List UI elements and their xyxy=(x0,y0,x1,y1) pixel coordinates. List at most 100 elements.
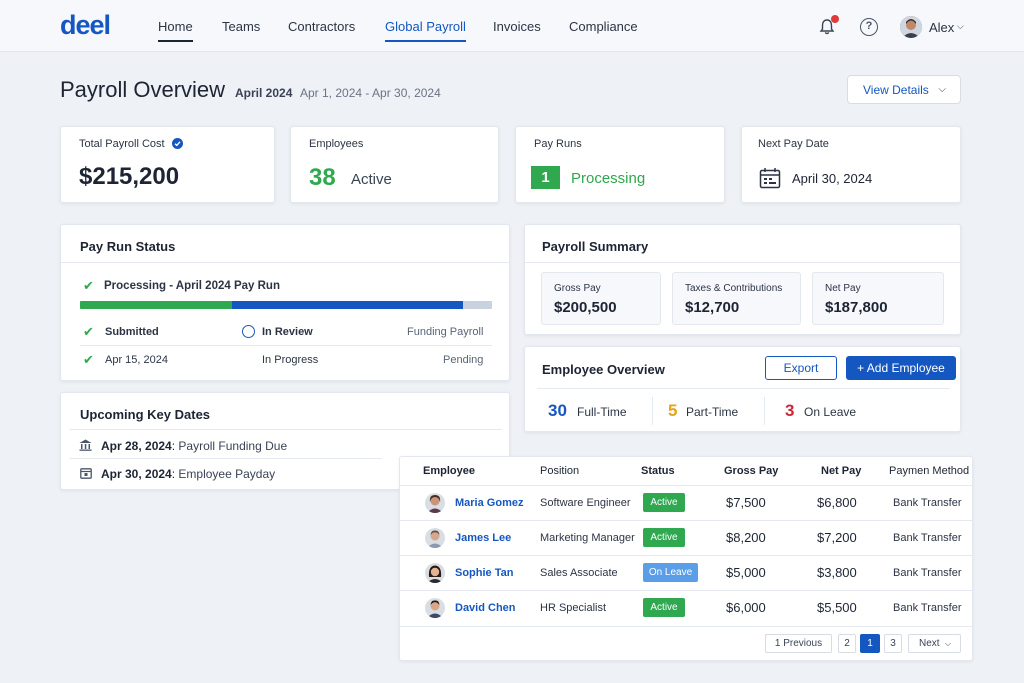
parttime-label: Part-Time xyxy=(686,405,739,419)
progress-current xyxy=(232,301,463,309)
period-range: Apr 1, 2024 - Apr 30, 2024 xyxy=(300,86,441,100)
employee-name[interactable]: Sophie Tan xyxy=(455,567,514,579)
gross-pay: $8,200 xyxy=(726,530,766,545)
status-badge: Active xyxy=(643,598,685,617)
divider xyxy=(400,626,972,627)
view-details-button[interactable]: View Details ⌵ xyxy=(847,75,961,104)
key-date-item[interactable]: Apr 28, 2024: Payroll Funding Due xyxy=(101,439,288,453)
divider xyxy=(652,397,653,425)
next-page-label: Next xyxy=(919,638,940,649)
status-badge: On Leave xyxy=(643,563,698,582)
gross-pay: $6,000 xyxy=(726,600,766,615)
status-badge: Active xyxy=(643,493,685,512)
export-button[interactable]: Export xyxy=(765,356,837,380)
key-date-item[interactable]: Apr 30, 2024: Employee Payday xyxy=(101,467,276,481)
net-pay: $6,800 xyxy=(817,495,857,510)
chevron-down-icon[interactable]: ⌵ xyxy=(957,21,964,31)
employee-overview-card: Employee Overview Export + Add Employee … xyxy=(524,346,961,432)
gross-pay: $7,500 xyxy=(726,495,766,510)
status-badge: Active xyxy=(643,528,685,547)
view-details-label: View Details xyxy=(863,83,929,97)
page-3-button[interactable]: 3 xyxy=(884,634,902,653)
key-date-date: Apr 28, 2024 xyxy=(101,439,172,453)
employees-state: Active xyxy=(351,171,392,188)
previous-page-button[interactable]: 1 Previous xyxy=(765,634,832,653)
parttime-count: 5 xyxy=(668,401,678,420)
nav-home[interactable]: Home xyxy=(158,19,193,42)
progress-complete xyxy=(80,301,232,309)
employee-position: Marketing Manager xyxy=(540,532,635,544)
calendar-icon xyxy=(759,168,781,189)
key-date-label: Payroll Funding Due xyxy=(178,439,288,453)
table-row[interactable]: Sophie Tan Sales Associate On Leave $5,0… xyxy=(400,555,972,590)
gross-pay-box: Gross Pay $200,500 xyxy=(541,272,661,325)
table-row[interactable]: James Lee Marketing Manager Active $8,20… xyxy=(400,520,972,555)
deel-logo[interactable]: deel xyxy=(60,10,111,40)
bank-icon xyxy=(79,439,92,451)
nav-global-payroll[interactable]: Global Payroll xyxy=(385,19,466,42)
total-payroll-cost-card: Total Payroll Cost $215,200 xyxy=(60,126,275,203)
total-cost-label: Total Payroll Cost xyxy=(79,138,165,150)
page-1-button[interactable]: 1 xyxy=(860,634,880,653)
page-2-button[interactable]: 2 xyxy=(838,634,856,653)
table-row[interactable]: Maria Gomez Software Engineer Active $7,… xyxy=(400,485,972,520)
employee-position: Software Engineer xyxy=(540,497,631,509)
net-pay-value: $187,800 xyxy=(825,299,888,316)
pay-run-status-card: Pay Run Status ✔ Processing - April 2024… xyxy=(60,224,510,381)
leave-count: 3 xyxy=(785,401,795,420)
verified-icon xyxy=(172,138,183,149)
card-header xyxy=(61,225,509,263)
nav-contractors[interactable]: Contractors xyxy=(288,19,356,34)
pay-runs-count: 1 xyxy=(531,166,560,189)
employees-count: 38 xyxy=(309,164,336,191)
employee-name[interactable]: James Lee xyxy=(455,532,512,544)
next-pay-value: April 30, 2024 xyxy=(792,171,873,186)
avatar xyxy=(425,528,445,548)
help-icon[interactable]: ? xyxy=(860,18,878,36)
circle-icon xyxy=(242,325,255,338)
employee-position: HR Specialist xyxy=(540,602,607,614)
add-employee-button[interactable]: + Add Employee xyxy=(846,356,956,380)
key-dates-title: Upcoming Key Dates xyxy=(80,407,211,422)
net-pay-box: Net Pay $187,800 xyxy=(812,272,944,325)
divider xyxy=(764,397,765,425)
employee-name[interactable]: David Chen xyxy=(455,602,516,614)
employee-name[interactable]: Maria Gomez xyxy=(455,497,524,509)
nav-compliance[interactable]: Compliance xyxy=(569,19,638,34)
col-status[interactable]: Status xyxy=(641,465,675,477)
fulltime-count: 30 xyxy=(548,401,567,420)
payday-calendar-icon xyxy=(80,468,92,479)
review-state: In Progress xyxy=(262,354,319,366)
fulltime-label: Full-Time xyxy=(577,405,627,419)
col-gross-pay[interactable]: Gross Pay xyxy=(724,465,779,477)
avatar xyxy=(425,563,445,583)
employee-table: Employee Position Status Gross Pay Net P… xyxy=(399,456,973,661)
nav-teams[interactable]: Teams xyxy=(222,19,261,34)
col-payment-method[interactable]: Paymen Method xyxy=(889,465,970,477)
total-cost-value: $215,200 xyxy=(79,163,180,190)
employee-position: Sales Associate xyxy=(540,567,618,579)
avatar xyxy=(425,493,445,513)
top-nav-bar: deel Home Teams Contractors Global Payro… xyxy=(0,0,1024,52)
employees-card: Employees 38 Active xyxy=(290,126,499,203)
col-position[interactable]: Position xyxy=(540,465,580,477)
pay-runs-label: Pay Runs xyxy=(534,138,582,150)
pay-run-status-title: Pay Run Status xyxy=(80,239,176,254)
table-row[interactable]: David Chen HR Specialist Active $6,000 $… xyxy=(400,590,972,625)
payroll-summary-title: Payroll Summary xyxy=(542,239,649,254)
taxes-label: Taxes & Contributions xyxy=(685,283,783,294)
employee-overview-title: Employee Overview xyxy=(542,362,665,377)
pay-runs-state: Processing xyxy=(571,170,646,187)
next-page-button[interactable]: Next ⌵ xyxy=(908,634,961,653)
user-name[interactable]: Alex xyxy=(929,20,955,35)
funding-state: Pending xyxy=(443,354,484,366)
nav-invoices[interactable]: Invoices xyxy=(493,19,541,34)
step-submitted: Submitted xyxy=(105,326,159,338)
col-employee[interactable]: Employee xyxy=(423,465,475,477)
col-net-pay[interactable]: Net Pay xyxy=(821,465,862,477)
avatar[interactable] xyxy=(900,16,922,38)
page-title: Payroll Overview xyxy=(60,77,226,102)
bell-icon[interactable] xyxy=(818,18,836,36)
leave-label: On Leave xyxy=(804,405,857,419)
notification-dot xyxy=(831,15,839,23)
